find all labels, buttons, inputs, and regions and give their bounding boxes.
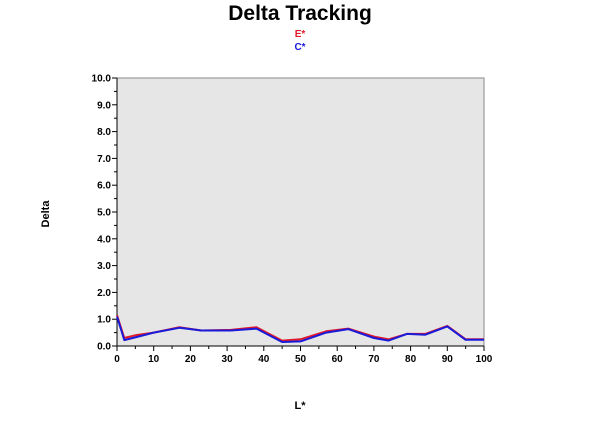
plot-area (116, 77, 485, 347)
x-tick-label: 30 (222, 354, 234, 365)
y-tick-label: 4.0 (97, 234, 111, 245)
y-tick-label: 9.0 (97, 100, 111, 111)
series-line-c (116, 316, 484, 343)
x-tick-label: 50 (295, 354, 307, 365)
legend-entry-c: C* (294, 42, 306, 53)
x-tick-label: 40 (258, 354, 270, 365)
x-tick-label: 90 (442, 354, 454, 365)
x-tick-label: 20 (185, 354, 197, 365)
y-tick-label: 0.0 (97, 342, 111, 353)
y-tick-label: 1.0 (97, 315, 111, 326)
x-tick-label: 60 (332, 354, 344, 365)
y-tick-label: 8.0 (97, 127, 111, 138)
y-tick-label: 7.0 (97, 154, 111, 165)
legend-entry-e: E* (294, 29, 306, 40)
y-tick-label: 6.0 (97, 181, 111, 192)
x-tick-label: 100 (476, 354, 493, 365)
x-tick-label: 80 (405, 354, 417, 365)
y-tick-label: 5.0 (97, 208, 111, 219)
x-tick-label: 70 (368, 354, 380, 365)
x-axis-label: L* (294, 400, 306, 412)
chart-title: Delta Tracking (228, 2, 372, 25)
x-tick-label: 0 (114, 354, 120, 365)
x-tick-label: 10 (148, 354, 160, 365)
y-tick-label: 10.0 (92, 74, 112, 85)
y-tick-label: 2.0 (97, 288, 111, 299)
y-tick-label: 3.0 (97, 261, 111, 272)
